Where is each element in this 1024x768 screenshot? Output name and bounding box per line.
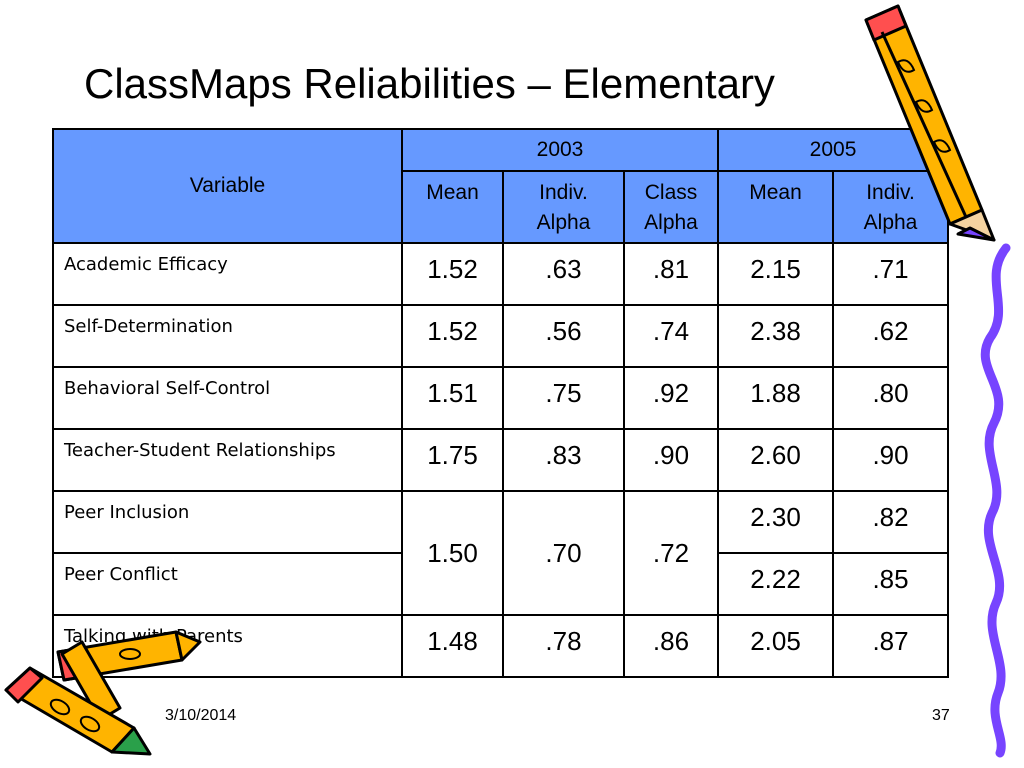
indiv-alpha-2003-header: Indiv. Alpha: [502, 170, 625, 244]
variable-cell: Behavioral Self-Control: [52, 366, 403, 430]
indiv-alpha-2005-cell: .71: [832, 242, 950, 306]
mean-2005-cell: 2.30: [717, 490, 835, 554]
mean-2003-cell: 1.75: [401, 428, 504, 492]
pencil-clipart-icon: [864, 4, 996, 242]
indiv-alpha-2003-cell: .63: [502, 242, 625, 306]
table-row: Teacher-Student Relationships 1.75 .83 .…: [52, 428, 950, 492]
mean-2003-cell: 1.51: [401, 366, 504, 430]
mean-2005-cell: 1.88: [717, 366, 835, 430]
class-alpha-2003-cell: .90: [622, 428, 720, 492]
mean-2005-header: Mean: [717, 170, 835, 244]
table-row: Self-Determination 1.52 .56 .74 2.38 .62: [52, 304, 950, 368]
indiv-alpha-2003-cell: .78: [502, 614, 625, 678]
table-row: Peer Inclusion 1.50 .70 .72 2.30 .82: [52, 490, 950, 616]
class-alpha-2003-cell: .92: [622, 366, 720, 430]
class-alpha-2003-cell: .81: [622, 242, 720, 306]
mean-2005-cell: 2.15: [717, 242, 835, 306]
footer-date: 3/10/2014: [165, 707, 237, 724]
class-alpha-2003-cell: .86: [622, 614, 720, 678]
indiv-alpha-2005-cell: .90: [832, 428, 950, 492]
mean-2005-cell: 2.05: [717, 614, 835, 678]
mean-2003-cell: 1.52: [401, 242, 504, 306]
indiv-alpha-2005-cell: .62: [832, 304, 950, 368]
crayon-clipart-icon: [4, 630, 202, 756]
variable-cell: Academic Efficacy: [52, 242, 403, 306]
peer-merged-class-alpha-2003-cell: .72: [622, 490, 720, 616]
reliabilities-table: Variable 2003 2005 Mean Indiv. Alpha Clas…: [52, 128, 950, 678]
variable-header: Variable: [52, 128, 403, 244]
mean-2003-cell: 1.48: [401, 614, 504, 678]
table-row: Behavioral Self-Control 1.51 .75 .92 1.8…: [52, 366, 950, 430]
variable-cell: Self-Determination: [52, 304, 403, 368]
variable-cell: Peer Inclusion: [52, 490, 403, 554]
indiv-alpha-2003-cell: .56: [502, 304, 625, 368]
table-row: Peer Conflict 2.22 .85: [52, 552, 950, 616]
indiv-alpha-2003-cell: .75: [502, 366, 625, 430]
year-2003-header: 2003: [400, 128, 720, 172]
peer-merged-indiv-alpha-2003-cell: .70: [502, 490, 625, 616]
year-2005-header: 2005: [717, 128, 950, 172]
table-row: Talking with Parents 1.48 .78 .86 2.05 .…: [52, 614, 950, 678]
squiggle-line-icon: [980, 243, 1011, 758]
class-alpha-2003-cell: .74: [622, 304, 720, 368]
slide-title: ClassMaps Reliabilities – Elementary: [84, 60, 775, 107]
mean-2005-cell: 2.38: [717, 304, 835, 368]
mean-2005-cell: 2.60: [717, 428, 835, 492]
class-alpha-2003-header: Class Alpha: [622, 170, 720, 244]
slide-number: 37: [932, 707, 950, 724]
mean-2003-header: Mean: [401, 170, 504, 244]
variable-cell: Peer Conflict: [52, 552, 403, 616]
peer-merged-mean-2003-cell: 1.50: [401, 490, 504, 616]
table-row: Academic Efficacy 1.52 .63 .81 2.15 .71: [52, 242, 950, 306]
mean-2003-cell: 1.52: [401, 304, 504, 368]
mean-2005-cell: 2.22: [717, 552, 835, 616]
indiv-alpha-2005-cell: .82: [832, 490, 950, 554]
indiv-alpha-2005-cell: .87: [832, 614, 950, 678]
indiv-alpha-2005-cell: .80: [832, 366, 950, 430]
variable-cell: Teacher-Student Relationships: [52, 428, 403, 492]
indiv-alpha-2003-cell: .83: [502, 428, 625, 492]
indiv-alpha-2005-cell: .85: [832, 552, 950, 616]
